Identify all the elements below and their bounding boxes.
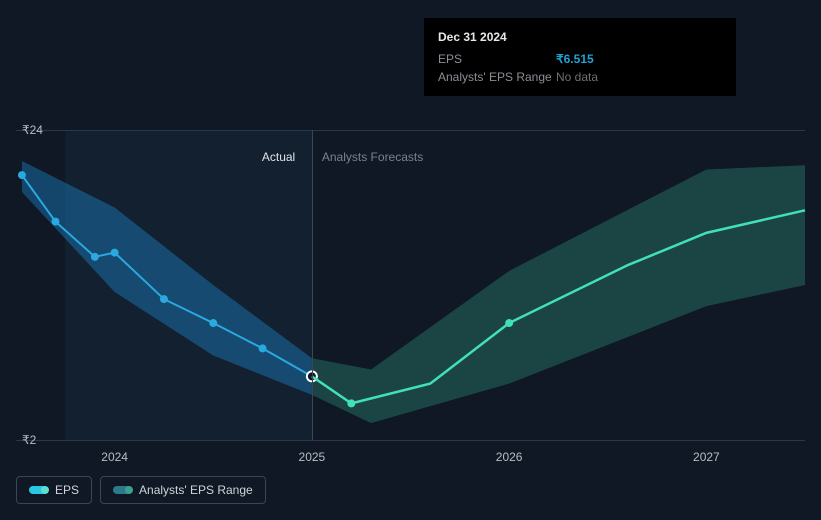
- gridline: [16, 130, 805, 131]
- chart-tooltip: Dec 31 2024 EPS ₹6.515 Analysts' EPS Ran…: [424, 18, 736, 96]
- tooltip-range-label: Analysts' EPS Range: [438, 68, 556, 86]
- range-swatch-icon: [113, 486, 131, 494]
- x-axis-label: 2027: [693, 450, 720, 464]
- section-label-forecast: Analysts Forecasts: [322, 150, 423, 164]
- eps-swatch-icon: [29, 486, 47, 494]
- legend-range-label: Analysts' EPS Range: [139, 483, 253, 497]
- plot-area[interactable]: ₹24₹22024202520262027ActualAnalysts Fore…: [16, 130, 805, 440]
- gridline: [16, 440, 805, 441]
- chart-svg: [16, 130, 805, 460]
- y-axis-label: ₹24: [22, 123, 43, 137]
- tooltip-eps-label: EPS: [438, 50, 556, 68]
- actual-forecast-divider: [312, 130, 313, 440]
- legend-eps-label: EPS: [55, 483, 79, 497]
- tooltip-date: Dec 31 2024: [438, 28, 722, 46]
- eps-chart: Dec 31 2024 EPS ₹6.515 Analysts' EPS Ran…: [16, 0, 805, 460]
- tooltip-range-value: No data: [556, 68, 598, 86]
- chart-legend: EPS Analysts' EPS Range: [16, 476, 266, 504]
- x-axis-label: 2025: [299, 450, 326, 464]
- tooltip-eps-value: ₹6.515: [556, 50, 594, 68]
- y-axis-label: ₹2: [22, 433, 36, 447]
- x-axis-label: 2026: [496, 450, 523, 464]
- x-axis-label: 2024: [101, 450, 128, 464]
- section-label-actual: Actual: [262, 150, 295, 164]
- legend-item-range[interactable]: Analysts' EPS Range: [100, 476, 266, 504]
- legend-item-eps[interactable]: EPS: [16, 476, 92, 504]
